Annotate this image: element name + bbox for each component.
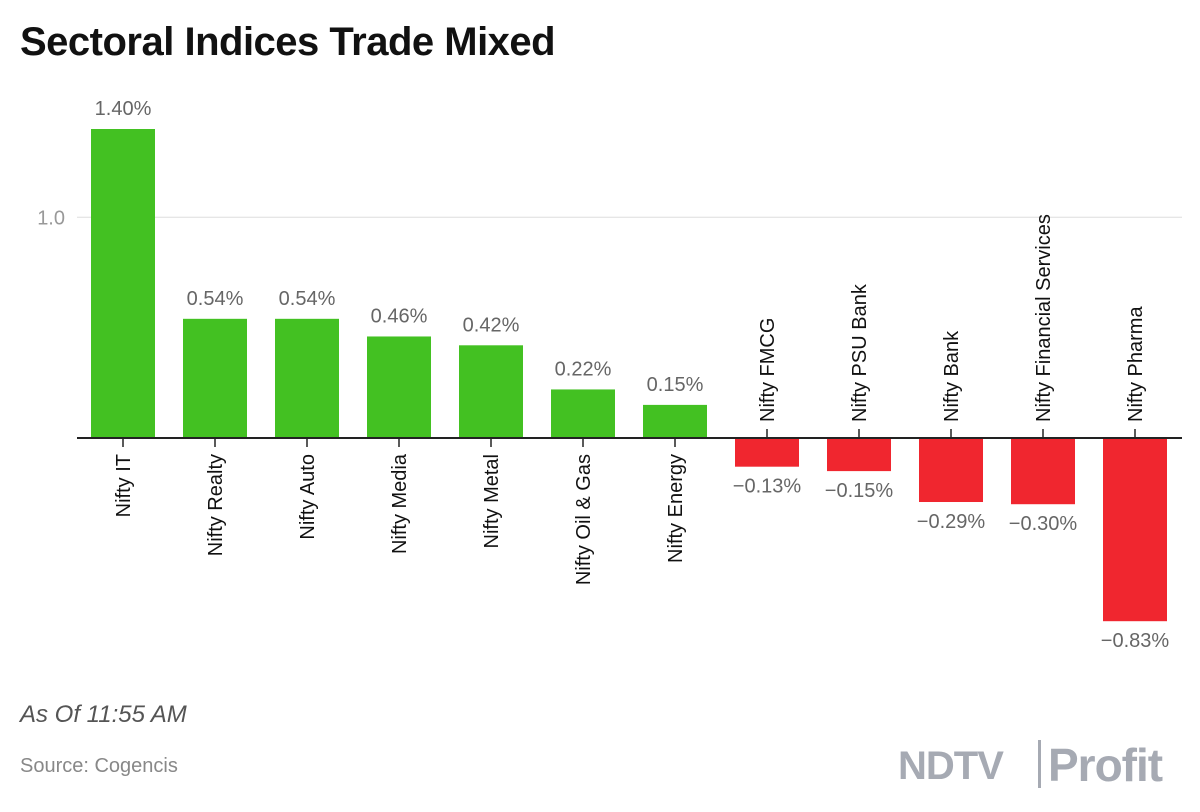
y-tick-label: 1.0 [37,207,65,229]
data-label: 0.22% [555,358,612,380]
bar [275,318,339,438]
bar [1103,438,1167,622]
data-label: 0.54% [279,288,336,310]
data-label: 1.40% [95,98,152,120]
data-label: −0.29% [917,511,986,533]
category-label: Nifty Bank [941,330,963,422]
bar [1011,438,1075,505]
bar [643,404,707,438]
data-label: −0.30% [1009,513,1078,535]
chart-title: Sectoral Indices Trade Mixed [20,20,556,64]
data-label: 0.15% [647,374,704,396]
category-label: Nifty Metal [481,454,503,548]
category-label: Nifty Financial Services [1033,214,1055,422]
category-label: Nifty Auto [297,454,319,540]
source-note: Source: Cogencis [20,755,178,777]
category-label: Nifty IT [113,454,135,517]
data-label: 0.46% [371,305,428,327]
category-label: Nifty FMCG [757,318,779,422]
data-label: 0.42% [463,314,520,336]
category-label: Nifty Media [389,453,411,554]
data-label: −0.15% [825,480,894,502]
brand-logo-divider [1038,740,1041,788]
category-label: Nifty Realty [205,454,227,556]
category-label: Nifty Pharma [1125,306,1147,422]
bar-chart: 1.0 1.40% Nifty IT 0.54% Nifty Realty 0.54% Ni… [37,98,1182,652]
data-label: −0.13% [733,476,802,498]
bar [551,389,615,438]
brand-logo: NDTV Profit [898,738,1188,794]
timestamp-note: As Of 11:55 AM [20,701,187,728]
category-label: Nifty Oil & Gas [573,454,595,585]
data-label: 0.54% [187,288,244,310]
bar [367,336,431,438]
bar [91,129,155,438]
brand-logo-left: NDTV [898,744,1004,788]
bar [735,438,799,467]
bar [827,438,891,472]
category-label: Nifty PSU Bank [849,283,871,422]
category-label: Nifty Energy [665,454,687,563]
bar [183,318,247,438]
brand-logo-right: Profit [1048,739,1163,791]
data-label: −0.83% [1101,630,1170,652]
bar [919,438,983,503]
bar [459,345,523,438]
